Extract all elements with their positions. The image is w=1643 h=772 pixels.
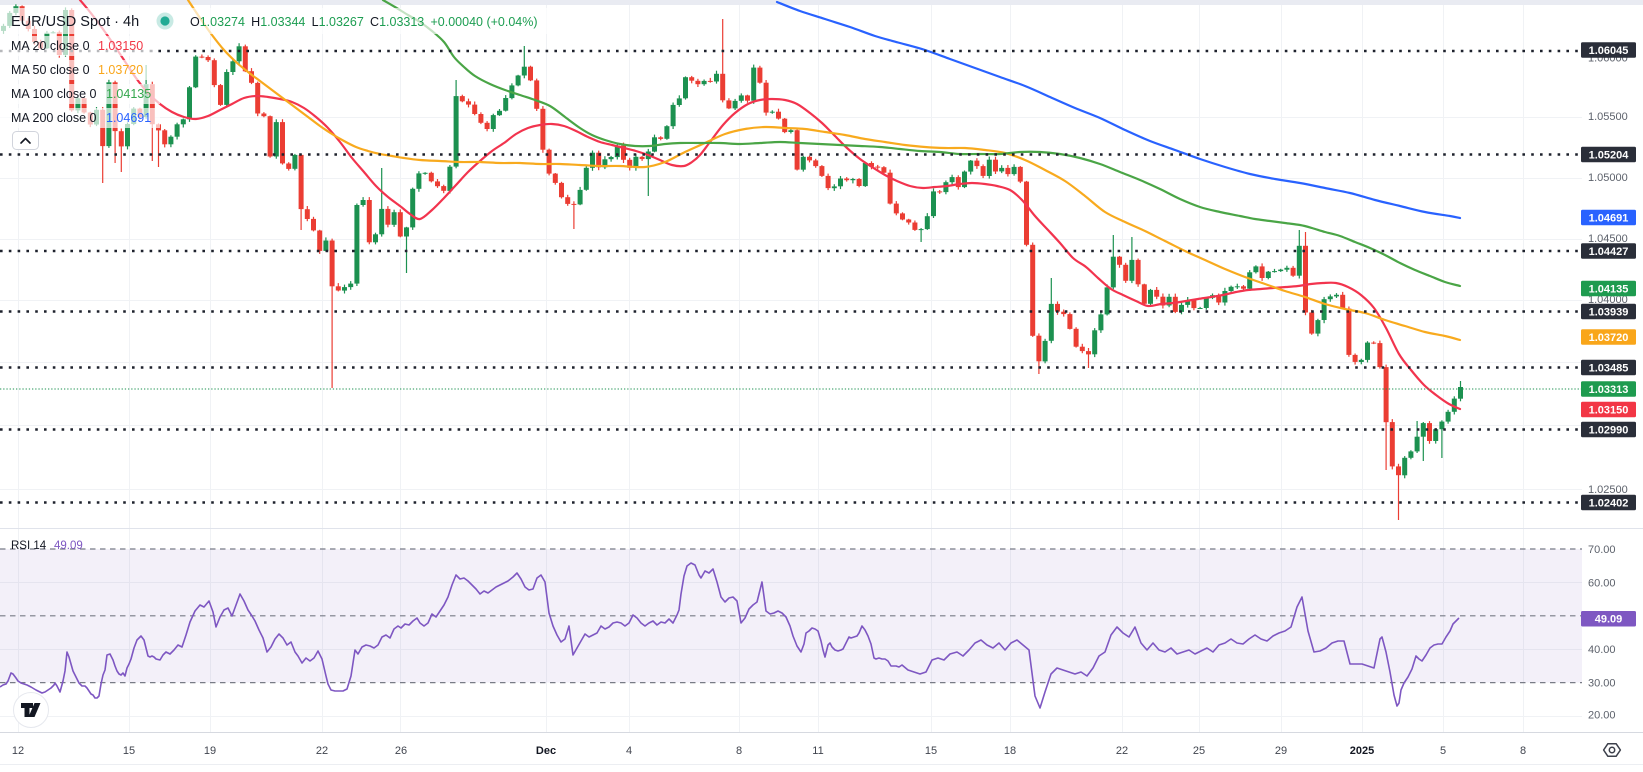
svg-text:20.00: 20.00: [1588, 709, 1616, 721]
svg-text:8: 8: [1520, 745, 1526, 757]
svg-text:11: 11: [812, 745, 823, 757]
svg-text:Dec: Dec: [536, 745, 556, 757]
svg-text:EUR/USD Spot · 4h: EUR/USD Spot · 4h: [11, 14, 139, 30]
svg-text:MA 200 close 0: MA 200 close 0: [11, 111, 97, 125]
svg-text:1.05204: 1.05204: [1589, 149, 1630, 161]
svg-text:1.04691: 1.04691: [1589, 212, 1629, 224]
svg-text:4: 4: [626, 745, 632, 757]
svg-text:1.04500: 1.04500: [1588, 233, 1628, 245]
svg-text:1.03150: 1.03150: [1589, 404, 1629, 416]
svg-text:1.02402: 1.02402: [1589, 497, 1629, 509]
svg-text:60.00: 60.00: [1588, 577, 1616, 589]
svg-text:19: 19: [204, 745, 216, 757]
svg-text:49.09: 49.09: [1595, 614, 1623, 626]
svg-text:2025: 2025: [1350, 745, 1374, 757]
svg-text:1.06045: 1.06045: [1589, 45, 1629, 57]
svg-text:1.02500: 1.02500: [1588, 484, 1628, 496]
svg-text:8: 8: [736, 745, 742, 757]
svg-text:5: 5: [1440, 745, 1446, 757]
svg-text:40.00: 40.00: [1588, 644, 1616, 656]
svg-text:1.03720: 1.03720: [98, 63, 143, 77]
svg-text:1.03313: 1.03313: [1589, 384, 1629, 396]
svg-text:29: 29: [1275, 745, 1287, 757]
svg-text:49.09: 49.09: [54, 540, 83, 552]
svg-text:MA 100 close 0: MA 100 close 0: [11, 87, 97, 101]
svg-text:15: 15: [925, 745, 937, 757]
svg-text:1.03485: 1.03485: [1589, 362, 1629, 374]
svg-text:15: 15: [123, 745, 135, 757]
svg-text:18: 18: [1004, 745, 1016, 757]
svg-text:1.05500: 1.05500: [1588, 111, 1628, 123]
svg-text:MA 20 close 0: MA 20 close 0: [11, 39, 90, 53]
svg-text:1.05000: 1.05000: [1588, 172, 1628, 184]
svg-text:26: 26: [395, 745, 407, 757]
svg-text:12: 12: [12, 745, 24, 757]
svg-text:1.02990: 1.02990: [1589, 424, 1629, 436]
svg-text:22: 22: [1116, 745, 1128, 757]
svg-text:70.00: 70.00: [1588, 544, 1616, 556]
svg-text:RSI 14: RSI 14: [11, 540, 47, 552]
svg-text:O1.03274 H1.03344 L1.03267 C1.: O1.03274 H1.03344 L1.03267 C1.03313 +0.0…: [190, 15, 538, 29]
svg-text:22: 22: [316, 745, 328, 757]
svg-text:1.03939: 1.03939: [1589, 306, 1629, 318]
svg-text:1.03150: 1.03150: [98, 39, 143, 53]
svg-text:25: 25: [1193, 745, 1205, 757]
svg-text:MA 50 close 0: MA 50 close 0: [11, 63, 90, 77]
svg-text:1.04000: 1.04000: [1588, 294, 1628, 306]
svg-text:1.04691: 1.04691: [106, 111, 151, 125]
svg-text:1.04427: 1.04427: [1589, 246, 1629, 258]
svg-text:1.04135: 1.04135: [1589, 283, 1629, 295]
svg-text:30.00: 30.00: [1588, 677, 1616, 689]
svg-text:1.04135: 1.04135: [106, 87, 151, 101]
svg-text:1.03720: 1.03720: [1589, 332, 1629, 344]
